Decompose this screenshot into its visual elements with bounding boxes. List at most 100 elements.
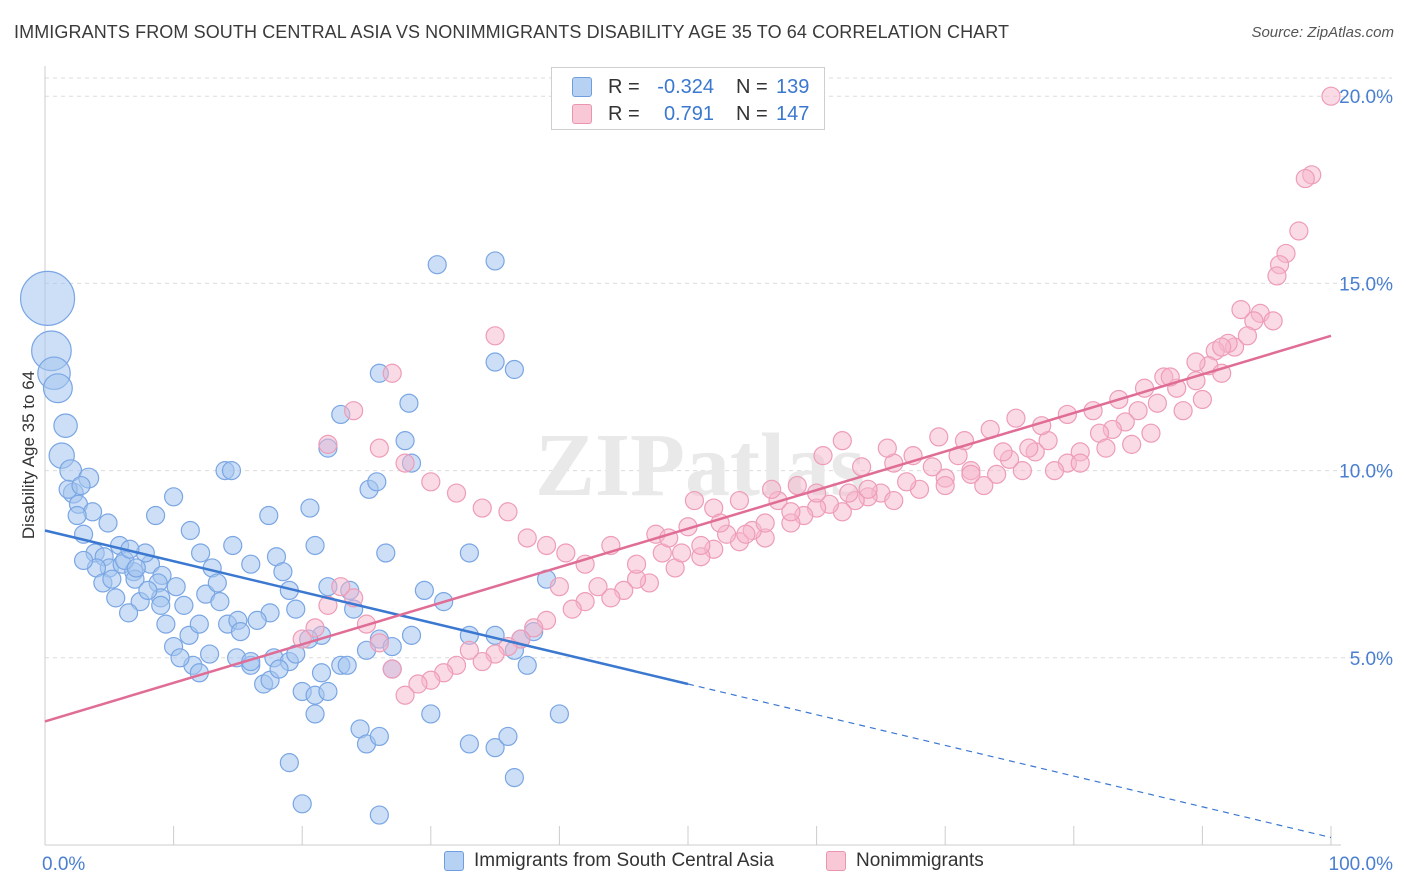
blue-point: [549, 704, 570, 724]
source-label: Source: ZipAtlas.com: [1251, 24, 1394, 41]
blue-point: [156, 614, 176, 634]
blue-point: [300, 498, 320, 518]
pink-point: [498, 502, 518, 522]
pink-point: [729, 490, 750, 511]
blue-point: [401, 625, 422, 645]
r-label: R =: [608, 75, 640, 98]
axes: [44, 66, 1341, 846]
blue-point: [286, 599, 306, 619]
blue-point: [279, 753, 299, 773]
legend-item-blue[interactable]: Immigrants from South Central Asia: [444, 850, 774, 872]
pink-point: [446, 483, 467, 503]
blue-point: [459, 543, 479, 563]
blue-point: [200, 644, 220, 664]
pink-point: [601, 588, 621, 608]
series-pink-points: [292, 86, 1341, 705]
blue-point: [318, 681, 338, 702]
pink-point: [691, 535, 711, 556]
blue-point: [138, 580, 158, 601]
blue-point: [311, 663, 332, 683]
n-label: N =: [736, 75, 768, 98]
pink-point: [852, 457, 872, 477]
pink-point: [813, 446, 833, 466]
blue-point: [67, 505, 87, 526]
pink-point: [884, 490, 904, 511]
pink-point: [897, 472, 917, 492]
blue-point: [305, 704, 325, 724]
blue-point: [241, 554, 261, 574]
pink-point: [1237, 326, 1258, 346]
bottom-legend: Immigrants from South Central Asia Nonim…: [0, 850, 1406, 880]
pink-point: [1019, 438, 1039, 458]
pink-point: [877, 438, 897, 458]
pink-point: [1147, 393, 1167, 413]
pink-point: [1192, 389, 1213, 410]
pink-point: [305, 618, 325, 638]
pink-point: [935, 475, 955, 496]
blue-trend-extension: [687, 683, 1332, 839]
blue-point: [273, 562, 293, 582]
blue-point: [170, 648, 190, 668]
blue-point: [151, 595, 171, 615]
pink-point: [1267, 266, 1287, 286]
pink-point: [1231, 300, 1251, 320]
pink-point: [562, 599, 582, 619]
pink-point: [626, 554, 647, 574]
blue-point: [369, 726, 389, 747]
pink-point: [1186, 352, 1206, 372]
pink-point: [588, 577, 608, 597]
blue-point: [191, 543, 211, 563]
blue-point: [269, 659, 289, 679]
blue-point: [504, 359, 524, 380]
blue-point: [485, 738, 505, 758]
blue-point: [223, 535, 243, 556]
blue-point: [427, 255, 447, 275]
pink-point: [1128, 401, 1148, 421]
blue-point: [247, 610, 267, 630]
blue-point: [71, 475, 91, 496]
blue-point: [498, 726, 518, 747]
pink-point: [1006, 408, 1026, 428]
chart-title: IMMIGRANTS FROM SOUTH CENTRAL ASIA VS NO…: [14, 22, 1010, 42]
pink-point: [549, 577, 570, 597]
legend-label-pink: Nonimmigrants: [856, 850, 984, 871]
legend-swatch-pink: [572, 104, 592, 124]
blue-point: [369, 805, 389, 825]
blue-point: [230, 621, 251, 642]
blue-point: [180, 520, 200, 541]
pink-point: [832, 431, 852, 451]
blue-point: [399, 393, 419, 413]
pink-point: [408, 674, 428, 694]
pink-point: [1295, 168, 1315, 189]
blue-point: [118, 603, 139, 623]
pink-point: [755, 513, 775, 533]
pink-point: [929, 427, 949, 447]
r-value: 0.791: [663, 102, 714, 125]
pink-point: [684, 490, 705, 511]
pink-point: [395, 453, 415, 473]
blue-point: [73, 550, 94, 571]
pink-point: [671, 543, 692, 563]
pink-point: [369, 438, 389, 458]
pink-point: [1141, 423, 1161, 443]
blue-point: [126, 558, 146, 578]
pink-point: [1263, 311, 1283, 331]
pink-point: [318, 434, 338, 454]
r-value: -0.324: [657, 75, 714, 98]
legend-item-pink[interactable]: Nonimmigrants: [826, 850, 984, 872]
r-label: R =: [608, 102, 640, 125]
pink-point: [736, 524, 756, 544]
pink-point: [1044, 461, 1065, 481]
pink-trend-line: [44, 334, 1332, 723]
pink-point: [459, 640, 479, 660]
blue-point: [459, 734, 479, 754]
blue-point: [485, 251, 505, 271]
legend-swatch-blue: [572, 77, 592, 97]
blue-point: [145, 505, 166, 526]
pink-point: [761, 479, 782, 499]
x-tick-label: 100.0%: [1329, 854, 1394, 875]
blue-trend-line: [44, 529, 689, 686]
pink-point: [961, 464, 981, 484]
pink-point: [536, 535, 557, 556]
